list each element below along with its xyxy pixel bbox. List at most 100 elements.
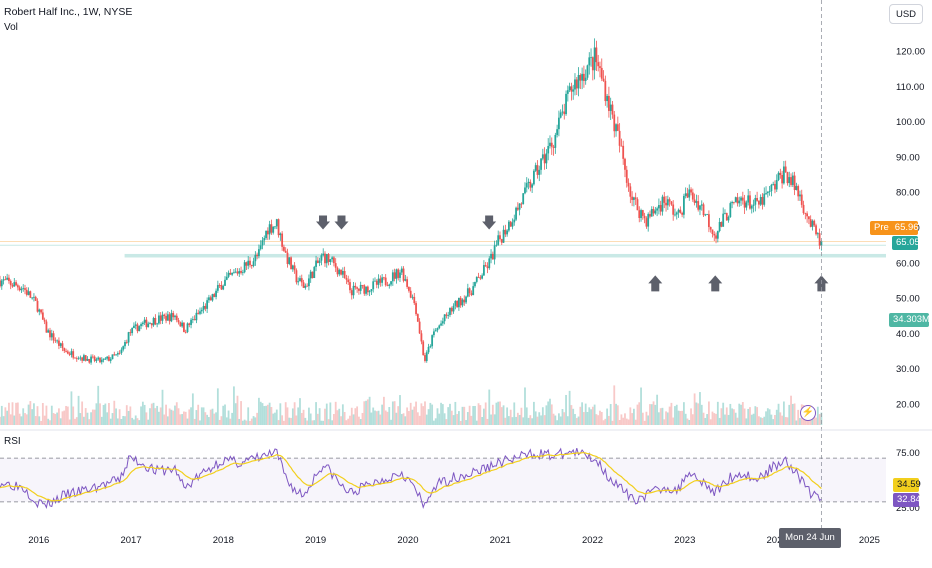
volume-bar (190, 407, 192, 425)
volume-bar (372, 407, 375, 425)
volume-bar (711, 411, 714, 425)
volume-bar (179, 414, 182, 425)
candle-body (454, 300, 457, 306)
candle-body (720, 221, 723, 227)
candle-body (574, 79, 576, 90)
candle-body (424, 355, 426, 361)
candle-body (436, 328, 439, 331)
volume-bar (97, 385, 100, 425)
volume-bar (497, 401, 500, 425)
volume-bar (397, 406, 400, 425)
candle-body (643, 215, 646, 219)
volume-bar (213, 413, 216, 425)
chart-canvas[interactable]: 20.0030.0040.0050.0060.0070.0080.0090.00… (0, 0, 932, 550)
volume-bar (188, 409, 191, 425)
candle-body (408, 286, 410, 291)
candle-body (279, 233, 282, 236)
candle-body (604, 80, 607, 102)
volume-bar (208, 417, 210, 425)
candle-body (370, 289, 373, 292)
candle-body (331, 257, 334, 260)
candle-body (715, 235, 717, 239)
volume-bar (225, 417, 228, 425)
volume-bar (693, 393, 696, 425)
price-tick-label: 110.00 (896, 82, 924, 93)
candle-body (752, 204, 755, 206)
volume-bar (20, 416, 23, 425)
candle-body (336, 267, 339, 275)
volume-bar (163, 414, 166, 425)
candle-body (34, 296, 37, 301)
candle-body (613, 114, 616, 132)
volume-bar (81, 401, 84, 425)
candle-body (818, 233, 821, 246)
volume-bar (154, 408, 157, 425)
candle-body (600, 67, 603, 79)
volume-bar (488, 389, 491, 425)
volume-bar (672, 417, 675, 425)
volume-bar (366, 399, 369, 425)
volume-bar (766, 408, 769, 425)
candle-body (782, 166, 785, 184)
volume-bar (788, 404, 791, 425)
candle-body (250, 265, 253, 267)
volume-bar (782, 401, 785, 425)
candle-body (743, 200, 746, 208)
candle-body (483, 265, 485, 276)
volume-bar (279, 403, 282, 425)
currency-button[interactable]: USD (889, 4, 923, 24)
volume-bar (38, 416, 41, 425)
candle-body (561, 111, 564, 113)
price-tick-label: 120.00 (896, 47, 925, 58)
candle-body (729, 203, 732, 217)
candle-body (363, 285, 366, 294)
volume-bar (590, 409, 592, 425)
volume-bar (459, 420, 462, 425)
volume-bar (304, 417, 307, 425)
volume-bar (161, 389, 164, 425)
volume-bar (699, 392, 701, 425)
volume-bar (554, 415, 557, 425)
volume-bar (220, 416, 223, 425)
volume-bar (499, 401, 501, 425)
candle-body (190, 319, 192, 325)
candle-body (233, 272, 235, 274)
up-arrow-annotation (648, 275, 663, 292)
volume-bar (691, 414, 694, 425)
volume-bar (181, 414, 184, 425)
volume-bar (297, 407, 300, 425)
volume-bar (18, 413, 21, 425)
candle-body (475, 276, 478, 282)
candle-body (518, 203, 521, 210)
rsi-tick-label: 75.00 (896, 448, 920, 459)
volume-bar (606, 408, 609, 425)
candle-body (349, 282, 351, 291)
volume-bar (627, 419, 630, 425)
volume-bar (799, 417, 801, 425)
candle-body (359, 284, 362, 291)
flash-icon[interactable]: ⚡ (800, 405, 816, 421)
candle-body (247, 260, 250, 266)
candle-body (324, 253, 326, 264)
volume-bar (704, 417, 707, 425)
candle-body (129, 332, 132, 334)
volume-bar (272, 413, 275, 425)
volume-bar (774, 414, 776, 425)
volume-bar (224, 404, 226, 425)
volume-bar (649, 404, 651, 425)
candle-body (816, 233, 819, 235)
candle-body (68, 353, 71, 355)
volume-bar (177, 408, 180, 425)
candle-body (633, 197, 635, 200)
candle-body (116, 353, 119, 355)
candle-body (543, 154, 546, 164)
candle-body (54, 340, 57, 342)
candle-body (315, 260, 317, 267)
volume-bar (638, 402, 641, 425)
candle-body (491, 253, 494, 260)
candle-body (440, 323, 442, 326)
candle-body (168, 314, 171, 322)
candle-body (297, 281, 300, 283)
volume-bar (159, 407, 162, 425)
volume-bar (425, 414, 428, 425)
